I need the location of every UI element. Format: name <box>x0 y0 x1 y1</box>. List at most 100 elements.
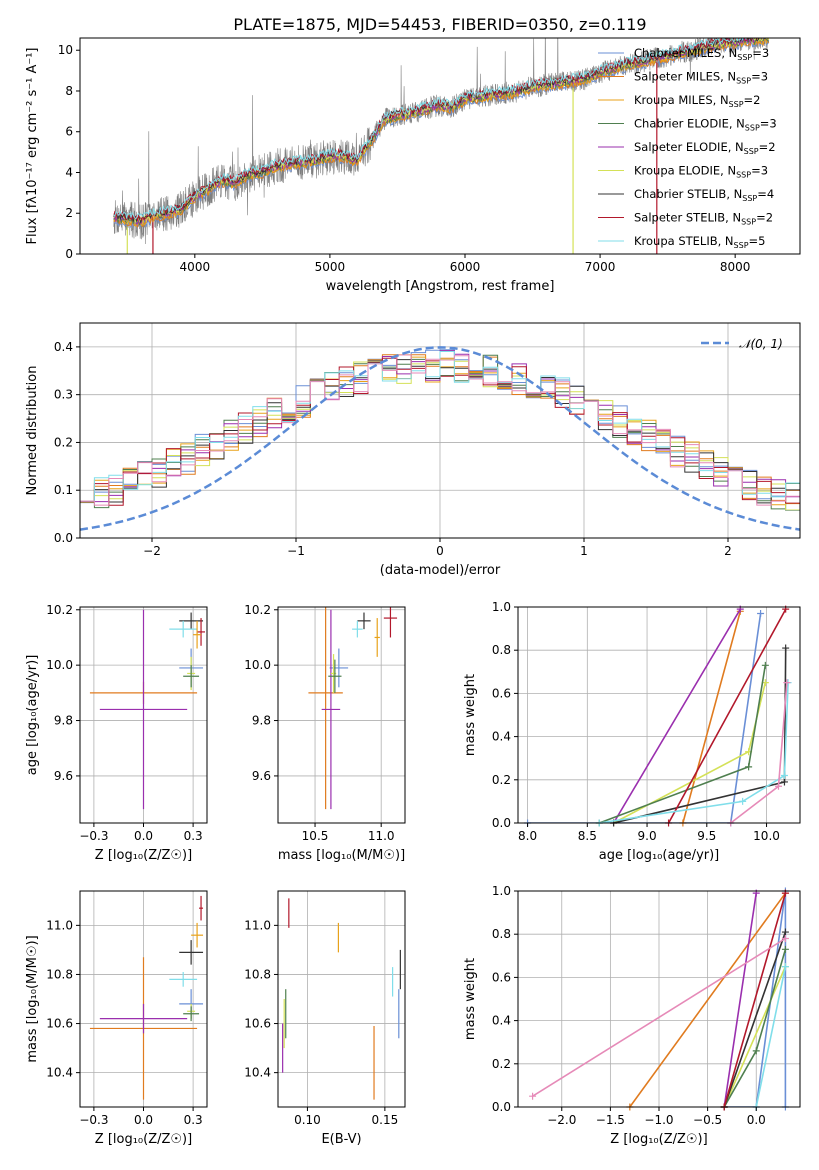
legend-subscript: SSP <box>737 53 752 62</box>
model-spectrum-8 <box>113 38 768 220</box>
legend-entry: Kroupa STELIB, NSSP=5 <box>634 234 765 250</box>
x-tick-label: 1 <box>580 544 588 558</box>
weight-marker <box>761 661 769 669</box>
legend-entry: Chabrier ELODIE, NSSP=3 <box>634 117 777 133</box>
x-tick-label: 0 <box>436 544 444 558</box>
figure-title: PLATE=1875, MJD=54453, FIBERID=0350, z=0… <box>233 15 646 34</box>
legend-entry: Salpeter MILES, NSSP=3 <box>634 70 768 86</box>
x-tick-label: 0.0 <box>747 1113 766 1127</box>
x-axis-label: mass [log₁₀(M/M☉)] <box>278 848 405 863</box>
y-axis-label: Normed distribution <box>25 366 40 496</box>
y-tick-label: 9.6 <box>54 769 73 783</box>
spectrum-chart: 4000 5000 6000 7000 8000 0 2 4 6 8 10 wavelength [A… <box>25 37 801 294</box>
y-tick-label: 0.1 <box>54 483 73 497</box>
x-tick-label: 0.15 <box>372 1113 399 1127</box>
weight-line <box>527 613 762 823</box>
x-tick-label: 7000 <box>585 260 616 274</box>
x-tick-label: 6000 <box>450 260 481 274</box>
x-tick-label: −1 <box>287 544 305 558</box>
y-axis-label: mass weight <box>463 674 478 756</box>
legend-subscript: SSP <box>745 124 760 133</box>
x-axis-label: Z [log₁₀(Z/Z☉)] <box>95 1132 192 1147</box>
histogram-9 <box>80 354 800 538</box>
histogram-8 <box>80 351 800 538</box>
weight-marker <box>780 778 788 786</box>
legend-entry: 𝒩(0, 1) <box>739 337 783 351</box>
weight-marker <box>781 935 789 943</box>
y-tick-label: 10.6 <box>46 1017 73 1031</box>
x-axis-label: Z [log₁₀(Z/Z☉)] <box>95 848 192 863</box>
axes-frame <box>517 606 801 824</box>
weight-marker <box>739 797 747 805</box>
y-tick-label: 10.4 <box>244 1066 271 1080</box>
y-tick-label: 0.6 <box>492 686 511 700</box>
weight-marker <box>529 1092 537 1100</box>
x-tick-label: 2 <box>724 544 732 558</box>
y-tick-label: 10.8 <box>244 967 271 981</box>
plot-area <box>80 38 800 254</box>
y-tick-label: 10 <box>58 43 73 57</box>
y-tick-label: 10.0 <box>46 658 73 672</box>
x-tick-label: −0.3 <box>79 829 108 843</box>
y-tick-label: 0.8 <box>492 643 511 657</box>
legend-subscript: SSP <box>734 241 749 250</box>
legend-entry: Chabrier MILES, NSSP=3 <box>634 46 769 62</box>
weight-line <box>755 966 787 1107</box>
normal-reference-curve <box>80 346 800 531</box>
weight-line <box>599 682 789 823</box>
residuals-chart: −2 −1 0 1 2 0.0 0.1 0.2 0.3 0.4 (data-model)/error… <box>25 322 801 578</box>
x-tick-label: 4000 <box>180 260 211 274</box>
x-tick-label: 5000 <box>315 260 346 274</box>
weight-marker <box>781 928 789 936</box>
legend-entry: Chabrier STELIB, NSSP=4 <box>634 187 774 203</box>
y-tick-label: 11.0 <box>244 918 271 932</box>
legend-count: =2 <box>759 140 776 154</box>
y-tick-label: 11.0 <box>46 918 73 932</box>
weight-line <box>667 608 787 823</box>
legend-count: =3 <box>752 46 769 60</box>
legend-subscript: SSP <box>736 171 751 180</box>
legend-entry: Salpeter STELIB, NSSP=2 <box>634 211 773 227</box>
weight-marker <box>781 945 789 953</box>
legend-count: =2 <box>744 93 761 107</box>
y-tick-label: 0.6 <box>492 970 511 984</box>
mass_vs_z-chart: −0.3 0.0 0.3 10.4 10.6 10.8 11.0 Z [log₁₀(Z/Z☉)… <box>25 890 208 1147</box>
y-tick-label: 0.4 <box>492 1014 511 1028</box>
y-tick-label: 10.0 <box>244 658 271 672</box>
weight-line <box>612 608 741 823</box>
y-tick-label: 0.0 <box>492 1100 511 1114</box>
y-tick-label: 10.6 <box>244 1017 271 1031</box>
legend-entry: Kroupa ELODIE, NSSP=3 <box>634 164 768 180</box>
plot-area <box>518 607 800 823</box>
legend-subscript: SSP <box>736 77 751 86</box>
x-tick-label: 8.5 <box>578 829 597 843</box>
y-axis-label: mass weight <box>463 958 478 1040</box>
legend-subscript: SSP <box>744 147 759 156</box>
x-tick-label: 9.5 <box>697 829 716 843</box>
age_vs_mass-chart: 10.5 11.0 9.6 9.8 10.0 10.2 mass [log₁₀(M/M☉)] <box>244 603 406 863</box>
y-tick-label: 9.6 <box>252 769 271 783</box>
legend-subscript: SSP <box>742 194 757 203</box>
weight-marker <box>774 782 782 790</box>
y-tick-label: 10.2 <box>46 603 73 617</box>
mass_vs_ebv-chart: 0.10 0.15 10.4 10.6 10.8 11.0 E(B-V) <box>244 890 406 1147</box>
y-tick-label: 10.4 <box>46 1066 73 1080</box>
x-tick-label: 8000 <box>720 260 751 274</box>
x-tick-label: −0.5 <box>693 1113 722 1127</box>
x-tick-label: 0.3 <box>184 1113 203 1127</box>
y-tick-label: 1.0 <box>492 884 511 898</box>
axes-frame <box>277 606 406 824</box>
x-tick-label: 10.0 <box>753 829 780 843</box>
legend-count: =4 <box>757 187 774 201</box>
y-tick-label: 0.2 <box>492 773 511 787</box>
y-axis-label: mass [log₁₀(M/M☉)] <box>25 935 40 1062</box>
legend-subscript: SSP <box>729 100 744 109</box>
x-axis-label: age [log₁₀(age/yr)] <box>599 848 720 863</box>
weight-marker <box>745 763 753 771</box>
y-tick-label: 0.3 <box>54 388 73 402</box>
x-tick-label: −1.5 <box>596 1113 625 1127</box>
legend-count: =5 <box>749 234 766 248</box>
y-tick-label: 0 <box>65 247 73 261</box>
y-tick-label: 10.8 <box>46 967 73 981</box>
